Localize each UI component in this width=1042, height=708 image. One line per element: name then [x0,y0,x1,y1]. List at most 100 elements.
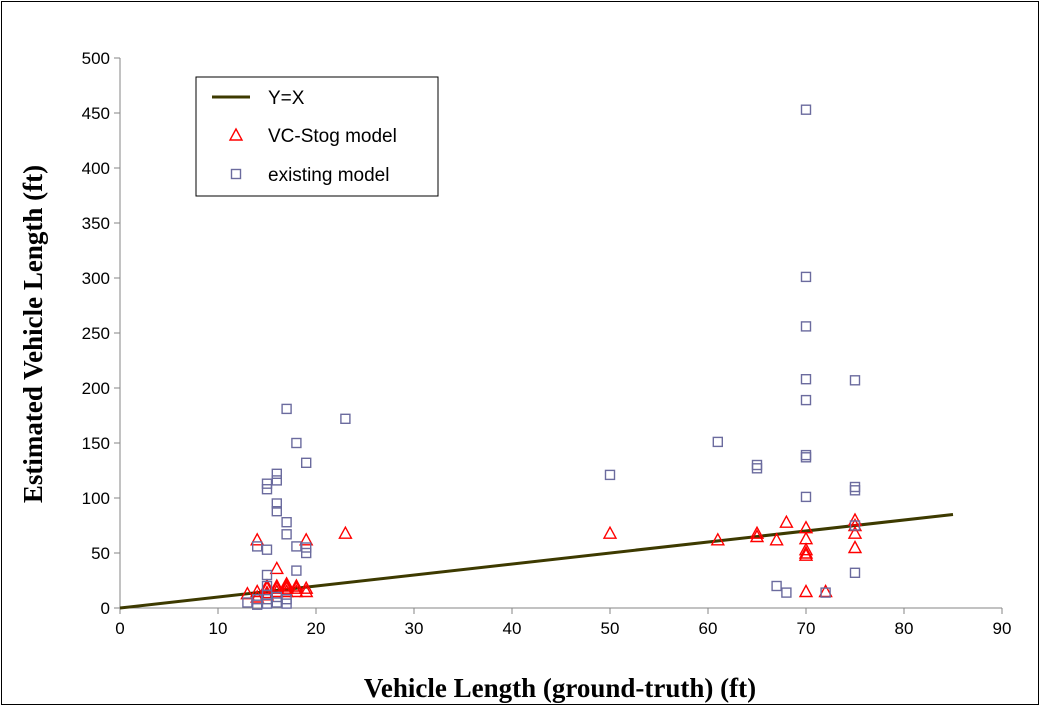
legend-label: VC-Stog model [268,126,397,147]
data-point-vc-stog [798,545,814,559]
y-tick-label: 350 [82,214,110,233]
data-point-vc-stog [269,560,284,575]
data-point-existing [781,587,792,598]
data-point-existing [271,498,282,509]
data-point-existing [604,469,616,481]
y-tick-label: 0 [101,599,110,618]
data-point-existing [251,594,263,605]
x-tick-label: 60 [699,619,718,638]
data-point-vc-stog [798,584,814,598]
data-point-vc-stog [749,529,765,543]
data-point-vc-stog [710,532,725,546]
data-point-existing [291,437,302,449]
data-point-existing [849,520,861,531]
data-point-vc-stog [289,578,304,592]
legend-swatch-square [230,168,242,180]
data-point-existing [271,475,282,486]
data-point-existing [271,597,282,608]
data-point-vc-stog [602,525,618,539]
data-point-existing [261,478,273,489]
data-point-existing [281,529,292,540]
data-point-vc-stog [338,525,353,539]
data-point-vc-stog [279,580,294,594]
data-point-existing [271,468,282,479]
x-tick-label: 10 [209,619,228,638]
data-point-existing [849,567,861,578]
data-point-vc-stog [798,531,814,545]
data-point-vc-stog [289,580,304,594]
data-point-vc-stog [769,532,784,546]
data-point-existing [849,481,861,493]
data-point-vc-stog [269,580,284,594]
x-tick-label: 90 [993,619,1012,638]
data-point-existing [261,544,273,555]
data-point-existing [751,463,763,474]
data-point-existing [800,449,812,461]
data-point-vc-stog [279,576,294,590]
y-tick-label: 400 [82,159,110,178]
data-point-existing [800,374,812,385]
legend-label: Y=X [268,88,305,109]
data-point-existing [771,580,782,592]
data-point-vc-stog [798,547,814,561]
y-tick-label: 200 [82,379,110,398]
data-point-existing [800,452,812,463]
data-point-vc-stog [269,578,284,592]
data-point-existing [849,375,861,386]
data-point-existing [281,517,292,528]
data-point-existing [849,485,861,496]
legend-swatch-triangle [228,127,244,141]
y-tick-label: 150 [82,434,110,453]
data-point-existing [301,542,312,553]
data-point-vc-stog [240,586,255,600]
data-point-existing [281,598,292,609]
data-point-vc-stog [250,589,265,603]
data-point-existing [301,457,312,468]
data-point-vc-stog [299,584,314,598]
data-point-existing [291,565,302,576]
data-point-existing [261,569,273,581]
data-point-existing [800,491,812,503]
legend-label: existing model [268,165,389,186]
data-point-existing [281,403,292,415]
data-point-existing [340,413,351,424]
data-point-existing [820,587,831,598]
data-point-existing [251,541,263,552]
x-tick-label: 70 [797,619,816,638]
data-point-existing [291,541,302,552]
legend-box [195,76,439,197]
data-point-existing [800,104,812,115]
legend: Y=X VC-Stog model existing model [195,76,439,197]
x-tick-label: 30 [405,619,424,638]
data-point-existing [242,597,253,608]
data-point-existing [271,591,282,603]
data-point-vc-stog [299,580,314,594]
data-point-existing [800,271,812,283]
data-point-vc-stog [847,525,863,539]
data-point-vc-stog [299,532,314,546]
data-point-vc-stog [847,512,863,526]
data-point-vc-stog [779,514,794,528]
data-point-existing [751,459,763,471]
series-line-y-equals-x [119,513,954,610]
y-tick-label: 500 [82,49,110,68]
data-point-existing [800,321,812,332]
y-tick-label: 50 [91,544,110,563]
data-point-existing [261,598,273,609]
data-point-existing [301,547,312,559]
y-tick-label: 100 [82,489,110,508]
data-point-vc-stog [279,578,294,592]
data-point-vc-stog [749,525,765,539]
data-point-vc-stog [798,542,814,556]
plot-area: 0 10 20 30 40 50 60 70 80 90 0 50 100 150 200 250 300 350… [82,49,1012,638]
data-point-existing [271,506,282,517]
x-tick-label: 80 [895,619,914,638]
y-tick-label: 250 [82,324,110,343]
data-point-existing [712,436,723,448]
x-axis-title: Vehicle Length (ground-truth) (ft) [364,673,756,703]
data-point-vc-stog [250,532,265,546]
data-point-existing [251,599,263,610]
data-point-vc-stog [847,540,863,554]
